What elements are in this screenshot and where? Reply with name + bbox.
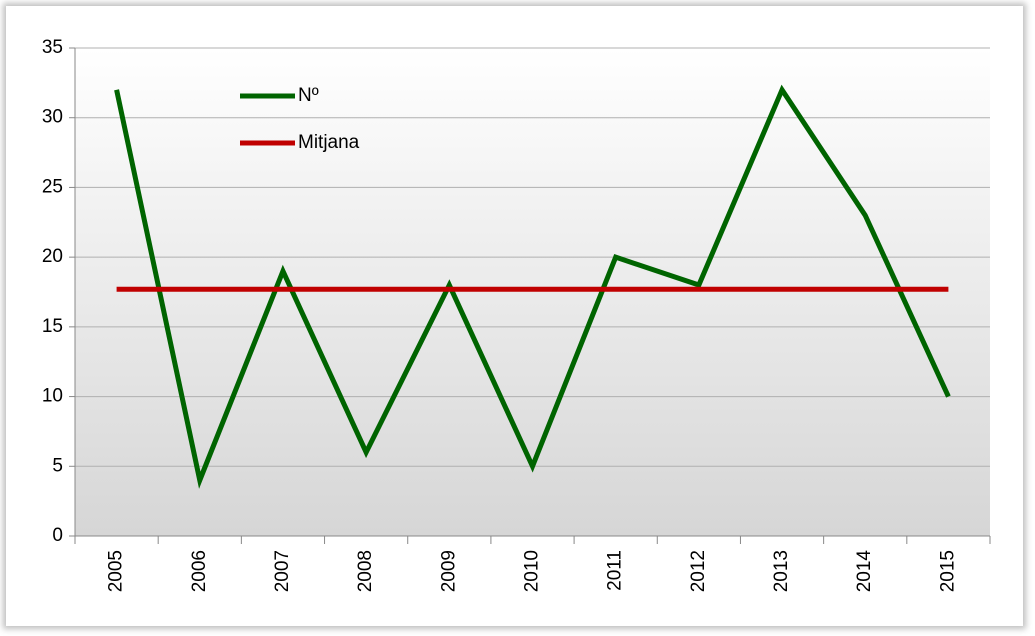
x-tick-label: 2009 (438, 550, 459, 592)
x-tick-label: 2010 (522, 550, 543, 592)
y-tick-label: 35 (42, 37, 63, 58)
y-tick-label: 5 (52, 455, 63, 476)
x-tick-label: 2007 (272, 550, 293, 592)
y-tick-label: 20 (42, 246, 63, 267)
plot-area (75, 48, 990, 536)
y-tick-label: 10 (42, 386, 63, 407)
legend-label: Mitjana (298, 132, 360, 153)
legend-label: Nº (298, 85, 319, 106)
y-tick-label: 0 (52, 525, 63, 546)
series-line (114, 84, 951, 489)
y-tick-label: 25 (42, 176, 63, 197)
x-tick-label: 2008 (355, 550, 376, 592)
x-tick-label: 2011 (605, 550, 626, 591)
x-tick-label: 2014 (854, 550, 875, 593)
x-tick-label: 2015 (937, 550, 958, 592)
y-tick-label: 15 (42, 316, 63, 337)
x-tick-label: 2005 (106, 550, 127, 592)
x-tick-label: 2013 (771, 550, 792, 592)
y-tick-label: 30 (42, 107, 63, 128)
x-tick-label: 2006 (189, 550, 210, 592)
x-tick-label: 2012 (688, 550, 709, 592)
